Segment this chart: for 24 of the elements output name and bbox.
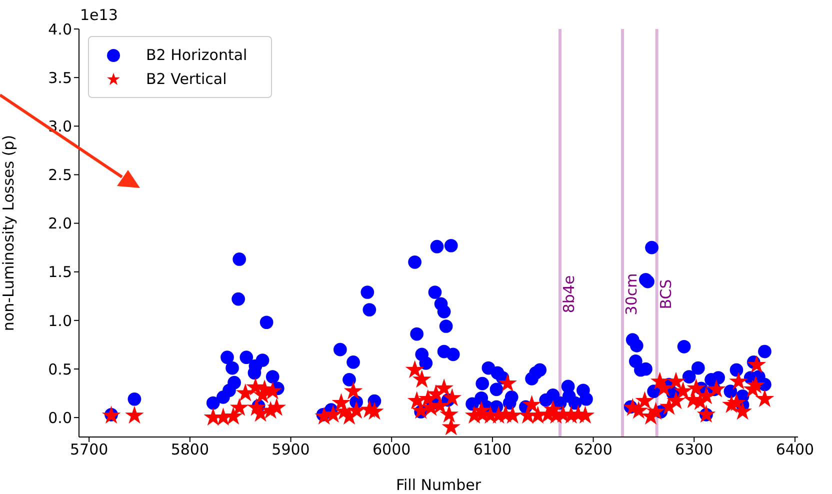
x-tick-label: 6200 (574, 440, 612, 459)
y-tick-label: 3.5 (48, 68, 72, 87)
ref-line-label: 8b4e (560, 275, 578, 314)
y-tick-label: 4.0 (48, 20, 72, 38)
ref-line-label: 30cm (622, 273, 641, 316)
y-tick-label: 1.0 (48, 312, 72, 330)
x-tick-label: 5700 (70, 440, 108, 459)
y-tick-label: 0.5 (48, 360, 72, 378)
legend-label: B2 Vertical (146, 70, 227, 88)
x-tick-label: 6300 (675, 440, 714, 459)
y-tick-label: 2.0 (48, 214, 72, 233)
y-axis-title: non-Luminosity Losses (p) (0, 134, 18, 332)
y-tick-label: 2.5 (48, 166, 72, 184)
y-tick-label: 1.5 (48, 263, 72, 282)
x-tick-label: 6000 (372, 440, 411, 459)
x-tick-label: 6400 (776, 440, 814, 459)
legend-label: B2 Horizontal (146, 46, 248, 64)
ref-line-label: BCS (656, 279, 675, 310)
x-tick-label: 5900 (272, 440, 310, 459)
x-tick-label: 5800 (170, 440, 210, 459)
x-tick-label: 6100 (473, 440, 512, 459)
y-tick-label: 0.0 (48, 408, 72, 427)
text: 1e13 (80, 6, 118, 24)
x-axis-title: Fill Number (396, 476, 482, 494)
